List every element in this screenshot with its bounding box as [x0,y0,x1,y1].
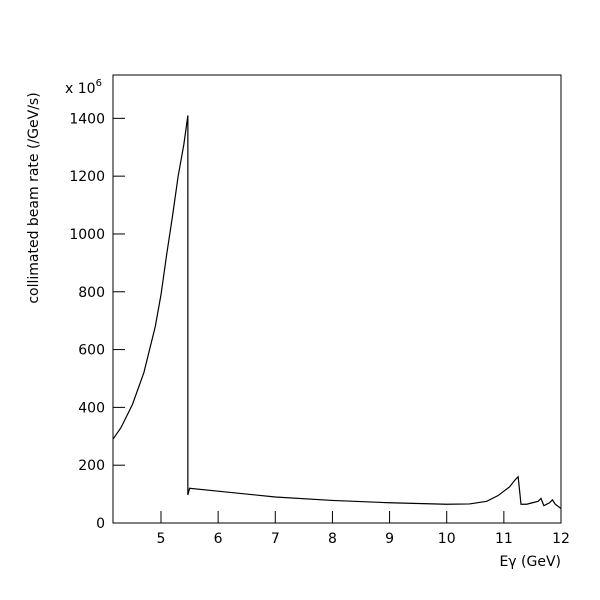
y-tick-label: 600 [78,343,105,359]
x-tick-label: 6 [214,531,223,547]
y-tick-label: 1400 [69,111,105,127]
y-tick-label: 1200 [69,169,105,185]
y-tick-label: 1000 [69,227,105,243]
x-axis-label: Eγ (GeV) [499,554,561,570]
y-tick-label: 0 [96,516,105,532]
x-tick-label: 10 [438,531,456,547]
x-tick-label: 5 [157,531,166,547]
y-multiplier: x 106 [65,78,102,97]
x-tick-label: 7 [271,531,280,547]
y-tick-label: 800 [78,285,105,301]
x-tick-label: 11 [495,531,513,547]
y-multiplier-base: x 10 [65,81,96,97]
y-axis-label: collimated beam rate (/GeV/s) [26,92,42,303]
y-multiplier-exponent: 6 [96,78,102,89]
x-tick-label: 9 [385,531,394,547]
x-tick-label: 12 [552,531,570,547]
y-tick-label: 200 [78,458,105,474]
plot-frame [112,74,562,524]
y-tick-label: 400 [78,400,105,416]
x-tick-label: 8 [328,531,337,547]
data-line [112,115,562,510]
